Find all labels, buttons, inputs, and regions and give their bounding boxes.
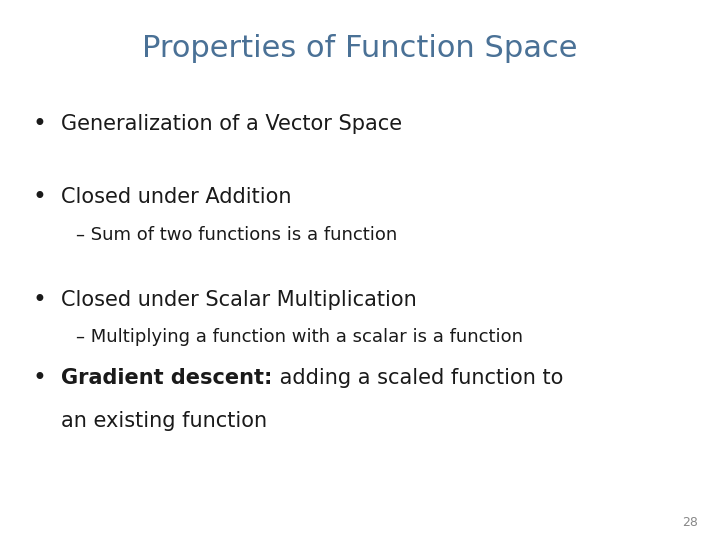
- Text: •: •: [32, 366, 47, 390]
- Text: an existing function: an existing function: [61, 411, 267, 431]
- Text: Gradient descent:: Gradient descent:: [61, 368, 273, 388]
- Text: Generalization of a Vector Space: Generalization of a Vector Space: [61, 114, 402, 134]
- Text: Properties of Function Space: Properties of Function Space: [143, 34, 577, 63]
- Text: – Multiplying a function with a scalar is a function: – Multiplying a function with a scalar i…: [76, 328, 523, 347]
- Text: Closed under Addition: Closed under Addition: [61, 187, 292, 207]
- Text: •: •: [32, 288, 47, 312]
- Text: •: •: [32, 185, 47, 209]
- Text: adding a scaled function to: adding a scaled function to: [273, 368, 563, 388]
- Text: •: •: [32, 112, 47, 136]
- Text: Closed under Scalar Multiplication: Closed under Scalar Multiplication: [61, 289, 417, 310]
- Text: 28: 28: [683, 516, 698, 529]
- Text: – Sum of two functions is a function: – Sum of two functions is a function: [76, 226, 397, 244]
